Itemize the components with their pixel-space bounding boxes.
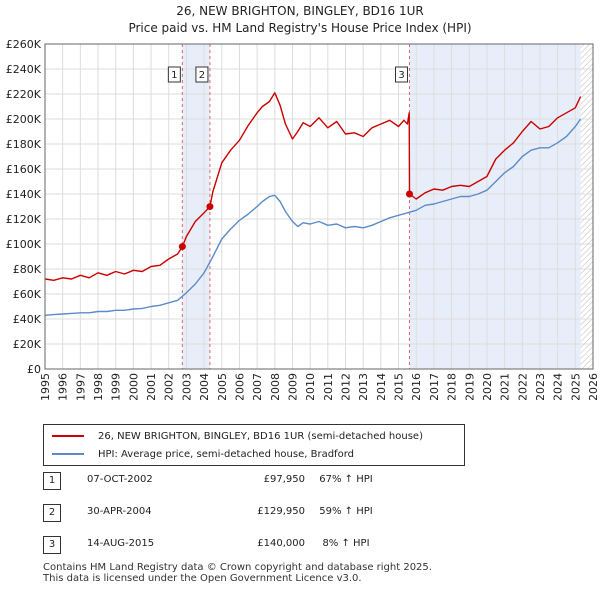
sale-badge: 2 <box>43 504 61 522</box>
y-tick-label: £20K <box>13 338 42 351</box>
sale-number-box <box>195 66 209 83</box>
x-tick-label: 2008 <box>269 373 282 400</box>
ownership-shade <box>182 44 210 369</box>
footer-copyright: Contains HM Land Registry data © Crown c… <box>43 562 432 573</box>
sale-point <box>206 203 214 211</box>
x-tick-label: 2024 <box>552 373 565 400</box>
x-tick-label: 2015 <box>393 373 406 400</box>
legend-item-hpi: HPI: Average price, semi-detached house,… <box>52 447 354 461</box>
x-tick-label: 2006 <box>233 373 246 400</box>
x-tick-label: 2005 <box>216 373 229 400</box>
x-tick-label: 2010 <box>304 373 317 400</box>
footer: Contains HM Land Registry data © Crown c… <box>43 562 432 584</box>
x-tick-label: 2012 <box>340 373 353 400</box>
y-tick-label: £140K <box>6 188 42 201</box>
sale-date: 30-APR-2004 <box>87 506 152 517</box>
x-tick-label: 2004 <box>198 373 211 400</box>
chart-subtitle: Price paid vs. HM Land Registry's House … <box>128 21 472 35</box>
sale-number-box <box>167 66 181 83</box>
footer-licence: This data is licensed under the Open Gov… <box>43 573 362 584</box>
x-tick-label: 1995 <box>39 373 52 400</box>
legend-label-hpi: HPI: Average price, semi-detached house,… <box>98 448 354 460</box>
sale-date: 07-OCT-2002 <box>87 474 153 485</box>
x-tick-label: 2021 <box>499 373 512 400</box>
x-tick-label: 1999 <box>110 373 123 400</box>
sale-price: £140,000 <box>257 538 305 549</box>
ownership-shade <box>409 44 581 369</box>
hpi-line <box>44 118 582 316</box>
sale-price: £129,950 <box>257 506 305 517</box>
sale-point <box>406 190 414 198</box>
sale-number-box <box>395 66 409 83</box>
y-tick-label: £80K <box>13 263 42 276</box>
sale-row: 2 30-APR-2004 £129,950 59% ↑ HPI <box>43 504 443 524</box>
y-tick-label: £240K <box>6 63 42 76</box>
y-tick-label: £120K <box>6 213 42 226</box>
property-price-line <box>44 92 582 281</box>
x-tick-label: 1996 <box>57 373 70 400</box>
x-tick-label: 2011 <box>322 373 335 400</box>
x-tick-label: 2026 <box>587 373 600 400</box>
y-tick-label: £40K <box>13 313 42 326</box>
y-tick-label: £220K <box>6 88 42 101</box>
sale-price: £97,950 <box>263 474 305 485</box>
x-tick-label: 1998 <box>92 373 105 400</box>
forecast-hatch <box>580 44 593 369</box>
x-tick-label: 2013 <box>357 373 370 400</box>
x-tick-label: 2023 <box>534 373 547 400</box>
x-tick-label: 2017 <box>428 373 441 400</box>
sale-number-label: 2 <box>199 70 205 81</box>
y-tick-label: £160K <box>6 163 42 176</box>
x-tick-label: 2003 <box>180 373 193 400</box>
y-tick-label: £180K <box>6 138 42 151</box>
x-tick-label: 2025 <box>569 373 582 400</box>
sale-row: 3 14-AUG-2015 £140,000 8% ↑ HPI <box>43 536 443 556</box>
x-tick-label: 2007 <box>251 373 264 400</box>
x-tick-label: 2002 <box>163 373 176 400</box>
sale-date: 14-AUG-2015 <box>87 538 155 549</box>
x-tick-label: 2009 <box>286 373 299 400</box>
chart-title: 26, NEW BRIGHTON, BINGLEY, BD16 1UR <box>176 4 424 18</box>
x-tick-label: 2016 <box>410 373 423 400</box>
sale-number-label: 1 <box>171 70 177 81</box>
x-tick-label: 2018 <box>446 373 459 400</box>
legend-label-property: 26, NEW BRIGHTON, BINGLEY, BD16 1UR (sem… <box>98 430 423 442</box>
sale-hpi-change: 8% ↑ HPI <box>322 538 370 549</box>
sale-row: 1 07-OCT-2002 £97,950 67% ↑ HPI <box>43 472 443 492</box>
x-tick-label: 2014 <box>375 373 388 400</box>
plot-border <box>44 43 594 370</box>
sale-hpi-change: 59% ↑ HPI <box>319 506 373 517</box>
price-chart: £0 £20K £40K £60K £80K £100K £120K £140K £160K £1… <box>6 38 600 400</box>
x-tick-label: 2001 <box>145 373 158 400</box>
x-tick-label: 2000 <box>127 373 140 400</box>
y-tick-label: £260K <box>6 38 42 51</box>
sale-point <box>178 243 186 251</box>
sale-number-label: 3 <box>398 70 404 81</box>
legend: 26, NEW BRIGHTON, BINGLEY, BD16 1UR (sem… <box>43 424 465 466</box>
y-tick-label: £0 <box>27 363 41 376</box>
y-tick-label: £200K <box>6 113 42 126</box>
legend-item-property: 26, NEW BRIGHTON, BINGLEY, BD16 1UR (sem… <box>52 429 423 443</box>
sale-badge: 3 <box>43 536 61 554</box>
legend-swatch-property <box>52 435 84 437</box>
x-tick-label: 2019 <box>463 373 476 400</box>
legend-swatch-hpi <box>52 453 84 455</box>
x-tick-label: 2022 <box>516 373 529 400</box>
y-tick-label: £100K <box>6 238 42 251</box>
y-tick-label: £60K <box>13 288 42 301</box>
sale-badge: 1 <box>43 472 61 490</box>
x-tick-label: 1997 <box>74 373 87 400</box>
x-tick-label: 2020 <box>481 373 494 400</box>
sale-hpi-change: 67% ↑ HPI <box>319 474 373 485</box>
